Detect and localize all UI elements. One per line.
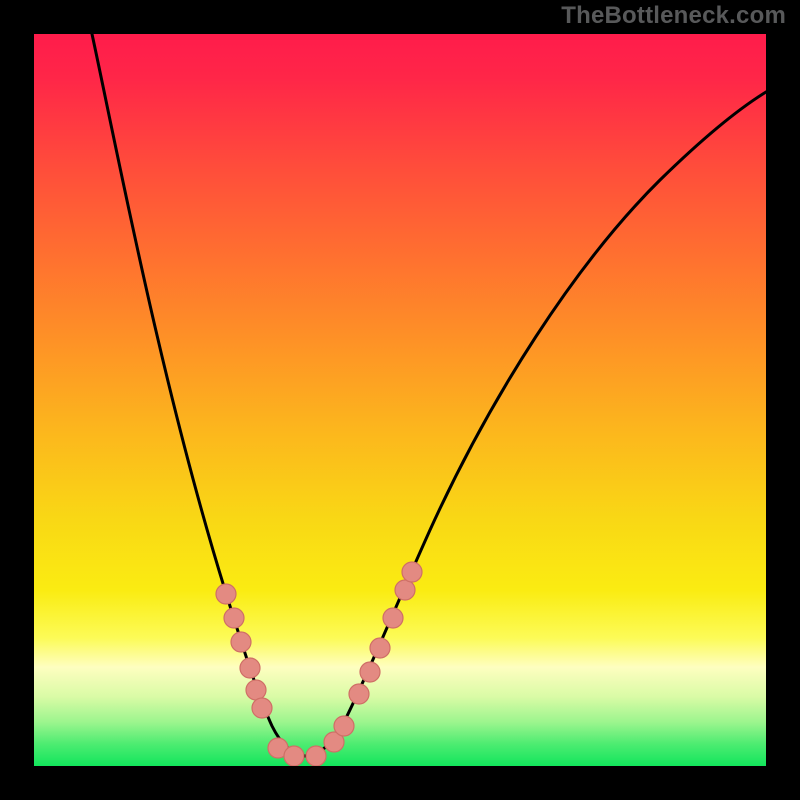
data-marker: [360, 662, 380, 682]
data-marker: [231, 632, 251, 652]
plot-background: [34, 34, 766, 766]
data-marker: [306, 746, 326, 766]
watermark-text: TheBottleneck.com: [561, 2, 786, 30]
data-marker: [284, 746, 304, 766]
data-marker: [246, 680, 266, 700]
data-marker: [370, 638, 390, 658]
data-marker: [240, 658, 260, 678]
data-marker: [252, 698, 272, 718]
data-marker: [402, 562, 422, 582]
data-marker: [395, 580, 415, 600]
data-marker: [349, 684, 369, 704]
data-marker: [334, 716, 354, 736]
data-marker: [224, 608, 244, 628]
data-marker: [383, 608, 403, 628]
data-marker: [216, 584, 236, 604]
